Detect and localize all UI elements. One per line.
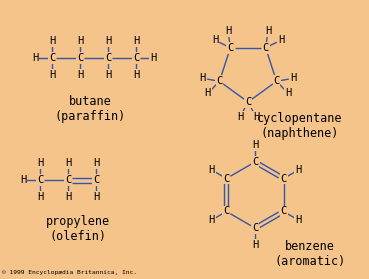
Text: H: H [133, 36, 139, 46]
Text: C: C [49, 53, 55, 63]
Text: H: H [37, 158, 43, 168]
Text: cyclopentane
(naphthene): cyclopentane (naphthene) [257, 112, 343, 140]
Text: H: H [77, 36, 83, 46]
Text: H: H [133, 70, 139, 80]
Text: H: H [32, 53, 38, 63]
Text: C: C [280, 174, 287, 184]
Text: H: H [20, 175, 26, 185]
Text: C: C [223, 206, 230, 217]
Text: C: C [262, 43, 269, 53]
Text: C: C [77, 53, 83, 63]
Text: C: C [93, 175, 99, 185]
Text: H: H [204, 88, 211, 98]
Text: H: H [37, 192, 43, 202]
Text: C: C [223, 174, 230, 184]
Text: C: C [105, 53, 111, 63]
Text: C: C [216, 76, 223, 86]
Text: H: H [252, 140, 258, 150]
Text: C: C [65, 175, 71, 185]
Text: C: C [252, 223, 258, 233]
Text: H: H [253, 112, 259, 122]
Text: H: H [290, 73, 296, 83]
Text: H: H [225, 26, 231, 36]
Text: H: H [237, 112, 243, 122]
Text: C: C [252, 157, 258, 167]
Text: H: H [295, 215, 301, 225]
Text: C: C [273, 76, 280, 86]
Text: propylene
(olefin): propylene (olefin) [46, 215, 110, 243]
Text: C: C [227, 43, 234, 53]
Text: H: H [252, 240, 258, 250]
Text: C: C [245, 97, 251, 107]
Text: H: H [77, 70, 83, 80]
Text: H: H [105, 70, 111, 80]
Text: H: H [49, 36, 55, 46]
Text: C: C [133, 53, 139, 63]
Text: H: H [278, 35, 284, 45]
Text: H: H [295, 165, 301, 175]
Text: H: H [208, 215, 215, 225]
Text: H: H [265, 26, 271, 36]
Text: H: H [93, 192, 99, 202]
Text: C: C [37, 175, 43, 185]
Text: H: H [208, 165, 215, 175]
Text: H: H [212, 35, 218, 45]
Text: © 1999 Encyclopædia Britannica, Inc.: © 1999 Encyclopædia Britannica, Inc. [2, 270, 137, 275]
Text: H: H [65, 192, 71, 202]
Text: H: H [150, 53, 156, 63]
Text: benzene
(aromatic): benzene (aromatic) [275, 240, 346, 268]
Text: H: H [49, 70, 55, 80]
Text: C: C [280, 206, 287, 217]
Text: H: H [200, 73, 206, 83]
Text: butane
(paraffin): butane (paraffin) [54, 95, 125, 123]
Text: H: H [285, 88, 292, 98]
Text: H: H [93, 158, 99, 168]
Text: H: H [65, 158, 71, 168]
Text: H: H [105, 36, 111, 46]
